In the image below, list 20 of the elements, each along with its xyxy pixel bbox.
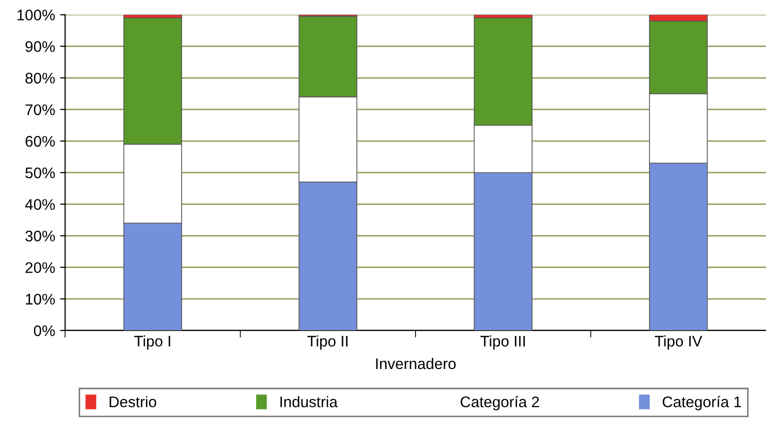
y-tick-label: 10% [26,294,55,305]
y-tick-label: 90% [26,41,55,52]
x-tick-label: Tipo I [134,335,170,350]
x-tick-label: Tipo III [480,335,525,350]
y-tick-label: 20% [26,262,55,274]
y-tick-label: 60% [26,136,55,147]
x-axis-title: Invernadero [376,358,456,370]
y-tick-label: 0% [34,325,55,336]
y-tick-label: 40% [25,199,55,210]
legend-label: Categoría 1 [662,396,742,410]
y-tick-label: 50% [25,167,55,178]
x-tick-label: Tipo II [307,335,348,350]
legend-label: Destrio [110,396,156,408]
y-tick-label: 70% [26,104,55,116]
text: Categoría 2 [460,396,539,410]
legend-label: Industria [280,396,338,408]
y-tick-label: 30% [25,230,55,242]
y-tick-label: 100% [17,10,55,20]
x-tick-label: Tipo IV [654,335,702,350]
y-tick-label: 80% [25,72,55,84]
